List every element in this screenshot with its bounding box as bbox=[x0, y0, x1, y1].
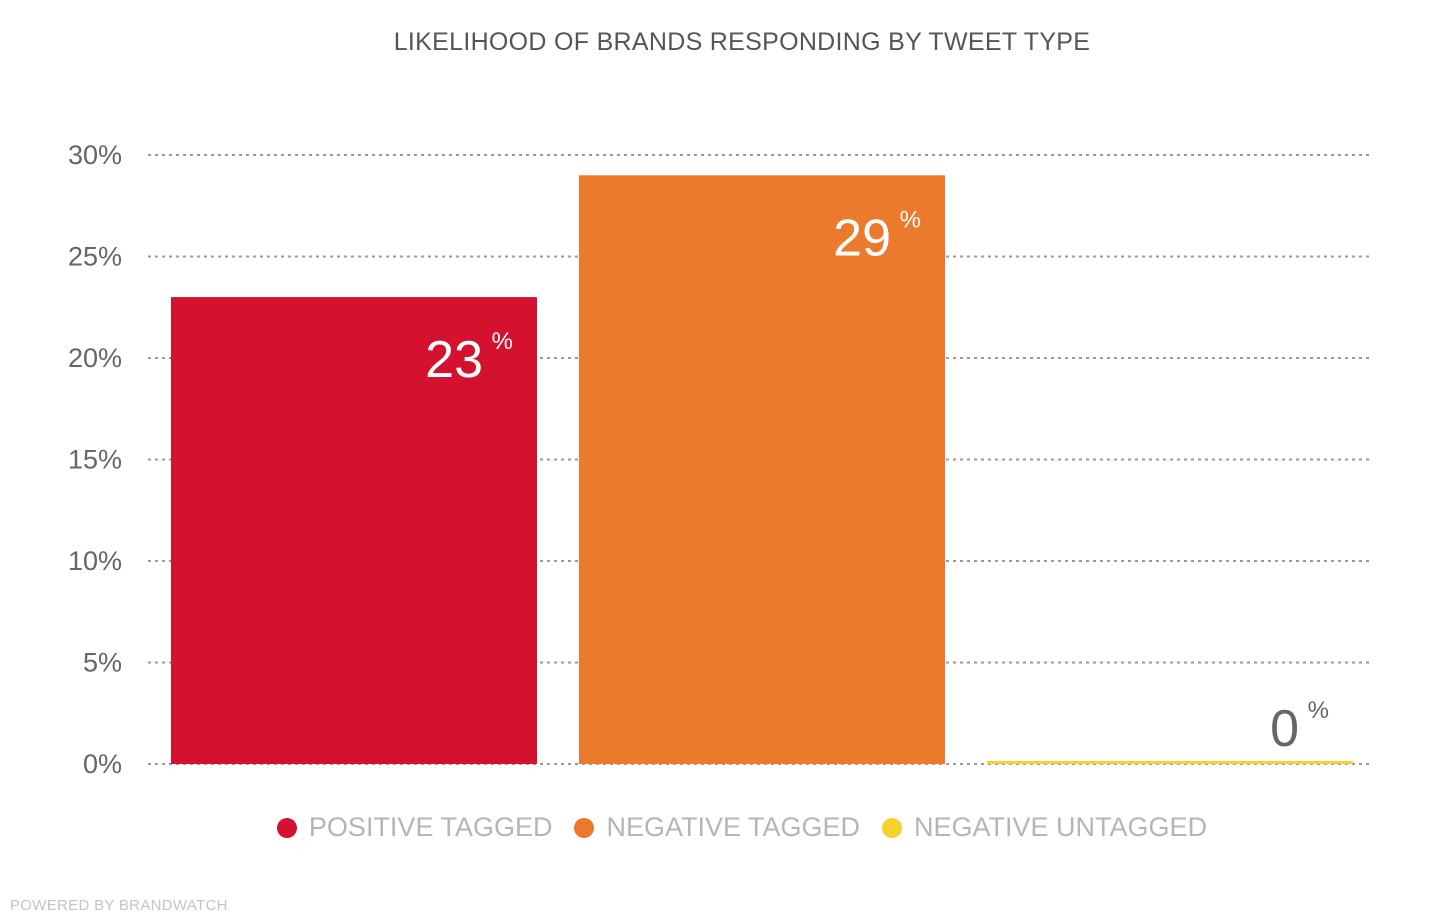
legend-item-positive-tagged: POSITIVE TAGGED bbox=[276, 812, 553, 843]
y-tick-label: 25% bbox=[68, 242, 122, 272]
legend-swatch-positive-tagged bbox=[276, 817, 297, 838]
y-tick-label: 5% bbox=[83, 648, 122, 678]
legend-item-negative-tagged: NEGATIVE TAGGED bbox=[574, 812, 860, 843]
y-tick-label: 30% bbox=[68, 140, 122, 170]
data-label: 23 bbox=[425, 331, 483, 389]
bar bbox=[987, 761, 1353, 764]
footer-credit: POWERED BY BRANDWATCH bbox=[10, 897, 228, 914]
data-label: 29 bbox=[833, 209, 891, 267]
legend: POSITIVE TAGGED NEGATIVE TAGGED NEGATIVE… bbox=[0, 812, 1438, 843]
legend-item-negative-untagged: NEGATIVE UNTAGGED bbox=[882, 812, 1207, 843]
y-tick-label: 15% bbox=[68, 445, 122, 475]
data-label-unit: % bbox=[1308, 697, 1329, 724]
data-label: 0 bbox=[1270, 700, 1299, 758]
legend-swatch-negative-tagged bbox=[574, 817, 595, 838]
legend-swatch-negative-untagged bbox=[882, 817, 903, 838]
y-tick-label: 20% bbox=[68, 343, 122, 373]
bar bbox=[171, 297, 537, 764]
legend-label-positive-tagged: POSITIVE TAGGED bbox=[308, 812, 553, 842]
legend-label-negative-untagged: NEGATIVE UNTAGGED bbox=[914, 812, 1208, 842]
bar-chart: 0% 5% 10% 15% 20% 25% 30%% 23% 29% 0 bbox=[68, 140, 1372, 779]
chart-title: LIKELIHOOD OF BRANDS RESPONDING BY TWEET… bbox=[393, 28, 1091, 56]
data-label-unit: % bbox=[492, 328, 513, 355]
bar bbox=[579, 175, 945, 765]
y-tick-label: 10% bbox=[68, 546, 122, 576]
y-tick-label: 0% bbox=[83, 749, 122, 779]
legend-label-negative-tagged: NEGATIVE TAGGED bbox=[606, 812, 861, 842]
data-label-unit: % bbox=[900, 206, 921, 233]
